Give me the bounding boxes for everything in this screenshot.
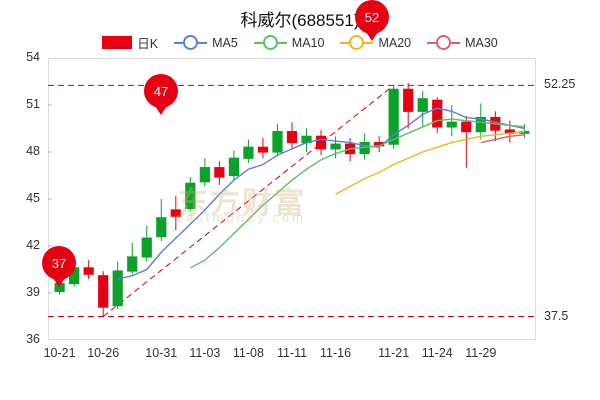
annotation-bubble[interactable]: 37 [42, 246, 76, 287]
y-axis-tick: 39 [26, 285, 40, 299]
page-title: 科威尔(688551) [240, 11, 360, 30]
legend-item-ma5[interactable]: MA5 [174, 35, 238, 50]
y-axis-tick: 54 [26, 50, 40, 64]
x-axis-tick: 11-29 [465, 346, 497, 360]
y-axis-tick: 48 [26, 144, 40, 158]
x-axis-tick: 11-21 [378, 346, 410, 360]
legend-item-candle[interactable]: 日K [102, 33, 158, 52]
ma10-line-icon [253, 35, 287, 50]
chart-canvas [48, 58, 536, 340]
ma5-line-icon [174, 35, 208, 50]
chart-legend: 日K MA5 MA10 MA20 MA30 [0, 33, 600, 52]
x-axis-tick: 11-08 [232, 346, 264, 360]
legend-label-ma10: MA10 [291, 35, 325, 50]
y-axis-tick: 45 [26, 191, 40, 205]
x-axis-tick: 11-24 [421, 346, 453, 360]
candle-swatch-icon [102, 36, 133, 49]
reference-line-label-lower: 37.5 [544, 308, 569, 323]
legend-label-ma5: MA5 [212, 35, 238, 50]
x-axis-tick: 11-03 [189, 346, 221, 360]
legend-label-ma20: MA20 [378, 35, 412, 50]
reference-line-label-upper: 52.25 [544, 77, 576, 92]
y-axis-tick: 42 [26, 238, 40, 252]
annotation-bubble[interactable]: 52 [355, 0, 389, 41]
x-axis-tick: 11-16 [320, 346, 352, 360]
legend-item-ma30[interactable]: MA30 [427, 35, 498, 50]
y-axis-tick: 51 [26, 97, 40, 111]
watermark-primary: 东方财富 [178, 187, 306, 220]
plot-area: 东方财富 eastmoney.com [48, 58, 536, 340]
annotation-bubble[interactable]: 47 [144, 74, 178, 115]
watermark-secondary: eastmoney.com [176, 210, 306, 225]
legend-item-ma20[interactable]: MA20 [340, 35, 411, 50]
legend-label-ma30: MA30 [465, 35, 498, 50]
y-axis-tick: 36 [26, 332, 40, 346]
ma20-line-icon [340, 35, 374, 50]
x-axis-tick: 10-21 [43, 346, 76, 360]
x-axis-tick: 10-31 [145, 346, 178, 360]
legend-label-candle: 日K [137, 37, 159, 51]
legend-item-ma10[interactable]: MA10 [253, 35, 325, 50]
x-axis-tick: 10-26 [87, 346, 120, 360]
ma30-line-icon [427, 35, 461, 50]
x-axis-tick: 11-11 [276, 346, 308, 360]
